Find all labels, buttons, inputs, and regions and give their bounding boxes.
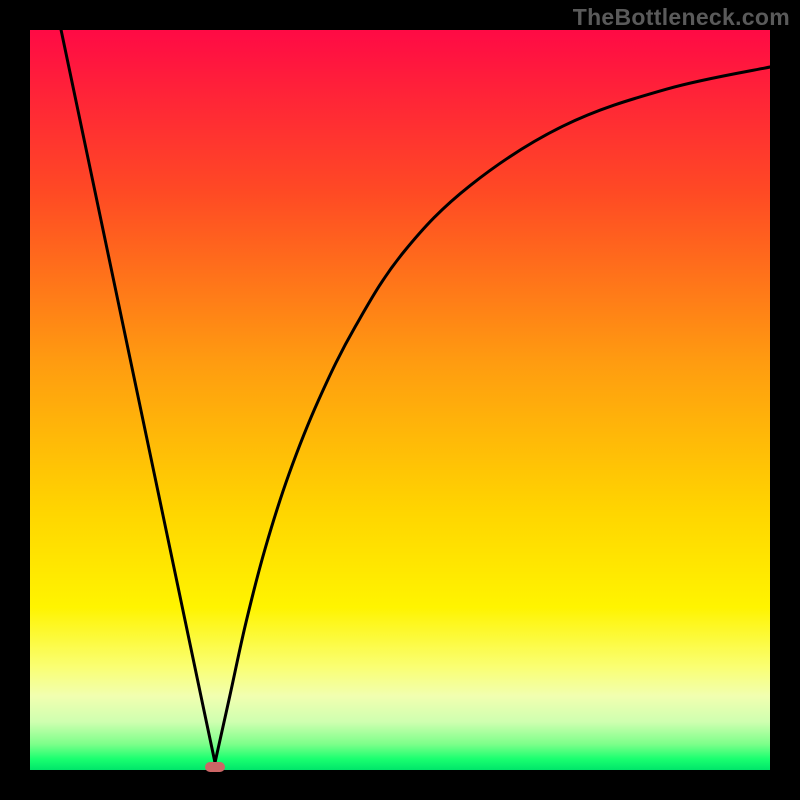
gradient-background	[30, 30, 770, 770]
chart-svg	[0, 0, 800, 800]
valley-marker	[205, 762, 225, 772]
chart-frame: TheBottleneck.com	[0, 0, 800, 800]
watermark-text: TheBottleneck.com	[573, 4, 790, 31]
